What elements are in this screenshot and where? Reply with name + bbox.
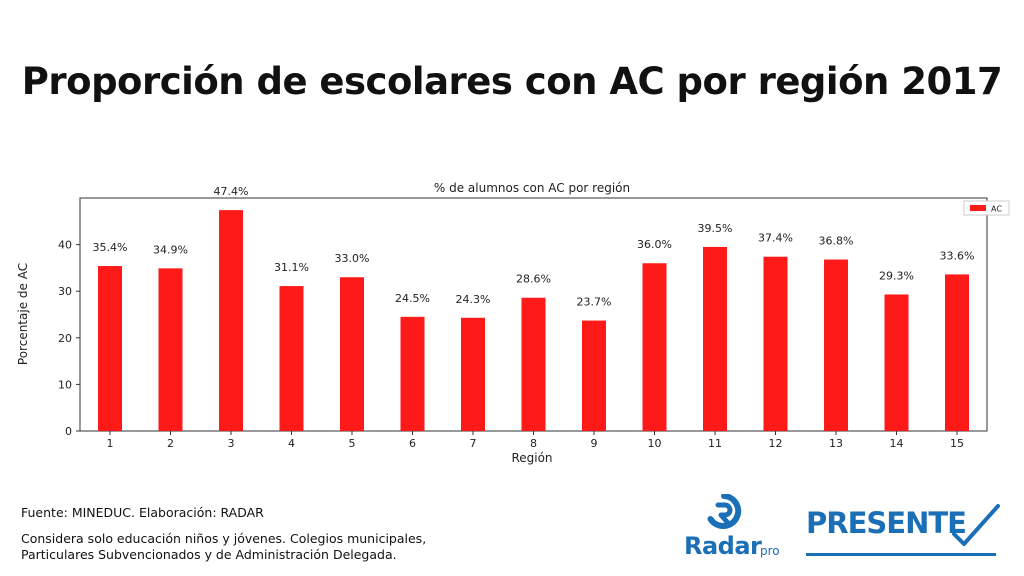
y-axis-label: Porcentaje de AC — [16, 263, 30, 365]
radar-logo: Radar pro — [684, 494, 784, 564]
bar-region-1 — [98, 266, 122, 431]
legend-box — [963, 200, 1010, 216]
bar-region-15 — [945, 274, 969, 431]
bar-region-6 — [400, 316, 425, 431]
x-tick-label-9: 9 — [591, 437, 598, 450]
slide-title: Proporción de escolares con AC por regió… — [21, 60, 1003, 103]
logo-underline — [806, 553, 996, 556]
data-label-region-12: 37.4% — [758, 232, 793, 245]
checkmark-icon — [952, 504, 1000, 546]
data-label-region-6: 24.5% — [395, 292, 430, 305]
x-tick-label-1: 1 — [107, 437, 114, 450]
data-label-region-15: 33.6% — [940, 249, 975, 262]
methodology-note-line-2: Particulares Subvencionados y de Adminis… — [21, 547, 397, 562]
x-tick-label-14: 14 — [890, 437, 904, 450]
data-label-region-11: 39.5% — [698, 222, 733, 235]
methodology-note-line-1: Considera solo educación niños y jóvenes… — [21, 531, 427, 546]
x-tick-label-11: 11 — [708, 437, 722, 450]
data-label-region-10: 36.0% — [637, 238, 672, 251]
radar-logo-suffix: pro — [760, 544, 780, 558]
bar-region-4 — [279, 286, 304, 431]
data-label-region-2: 34.9% — [153, 243, 188, 256]
x-tick-label-12: 12 — [769, 437, 783, 450]
data-label-region-9: 23.7% — [577, 296, 612, 309]
bar-region-12 — [763, 256, 788, 431]
radar-r-icon — [707, 494, 742, 529]
y-tick-label-20: 20 — [58, 332, 72, 345]
bar-region-11 — [703, 246, 727, 431]
x-tick-label-3: 3 — [228, 437, 235, 450]
x-tick-label-4: 4 — [288, 437, 295, 450]
bar-region-9 — [582, 320, 606, 431]
y-tick-label-40: 40 — [58, 239, 72, 252]
y-tick-label-0: 0 — [65, 425, 72, 438]
data-label-region-14: 29.3% — [879, 269, 914, 282]
x-tick-label-7: 7 — [470, 437, 477, 450]
x-tick-label-13: 13 — [829, 437, 843, 450]
x-tick-label-8: 8 — [530, 437, 537, 450]
data-label-region-1: 35.4% — [93, 241, 128, 254]
data-label-region-13: 36.8% — [819, 235, 854, 248]
data-label-region-5: 33.0% — [335, 252, 370, 265]
bar-region-8 — [521, 297, 546, 431]
legend: AC — [963, 200, 1010, 216]
legend-label: AC — [991, 205, 1002, 214]
data-label-region-8: 28.6% — [516, 273, 551, 286]
y-tick-label-30: 30 — [58, 285, 72, 298]
y-tick-label-10: 10 — [58, 378, 72, 391]
x-axis-label: Región — [511, 451, 552, 465]
bar-region-14 — [884, 294, 909, 431]
x-tick-label-2: 2 — [167, 437, 174, 450]
x-tick-label-10: 10 — [648, 437, 662, 450]
bar-region-5 — [340, 277, 364, 431]
bar-region-10 — [642, 263, 667, 431]
bar-region-2 — [158, 268, 183, 431]
presente-logo: PRESENTE — [806, 500, 1006, 560]
radar-logo-text: Radar — [684, 532, 762, 560]
bar-region-3 — [219, 210, 243, 431]
legend-swatch — [970, 205, 986, 211]
bar-region-7 — [461, 317, 485, 431]
source-note: Fuente: MINEDUC. Elaboración: RADAR — [21, 505, 264, 520]
bar-region-13 — [824, 259, 848, 431]
x-tick-label-6: 6 — [409, 437, 416, 450]
x-tick-label-15: 15 — [950, 437, 964, 450]
data-label-region-4: 31.1% — [274, 261, 309, 274]
chart-title: % de alumnos con AC por región — [434, 181, 630, 195]
data-label-region-3: 47.4% — [214, 185, 249, 198]
data-label-region-7: 24.3% — [456, 293, 491, 306]
presente-logo-text: PRESENTE — [806, 506, 967, 540]
x-tick-label-5: 5 — [349, 437, 356, 450]
